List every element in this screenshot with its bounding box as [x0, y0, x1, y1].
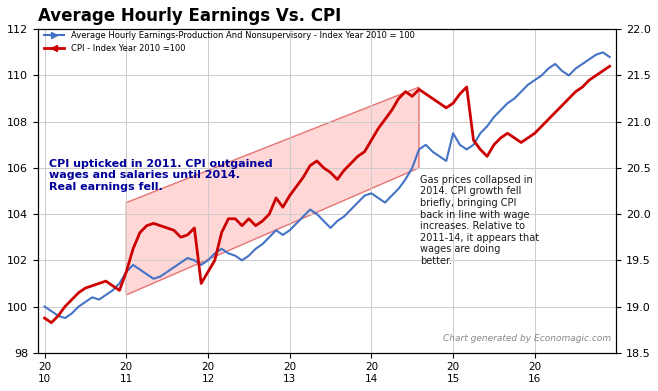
Text: CPI upticked in 2011. CPI outgained
wages and salaries until 2014.
Real earnings: CPI upticked in 2011. CPI outgained wage… — [49, 159, 273, 192]
Legend: Average Hourly Earnings-Production And Nonsupervisory - Index Year 2010 = 100, C: Average Hourly Earnings-Production And N… — [43, 31, 415, 53]
Polygon shape — [126, 87, 419, 295]
Text: Average Hourly Earnings Vs. CPI: Average Hourly Earnings Vs. CPI — [38, 7, 341, 25]
Text: Gas prices collapsed in
2014. CPI growth fell
briefly, bringing CPI
back in line: Gas prices collapsed in 2014. CPI growth… — [420, 175, 539, 266]
Text: Chart generated by Economagic.com: Chart generated by Economagic.com — [443, 334, 611, 343]
